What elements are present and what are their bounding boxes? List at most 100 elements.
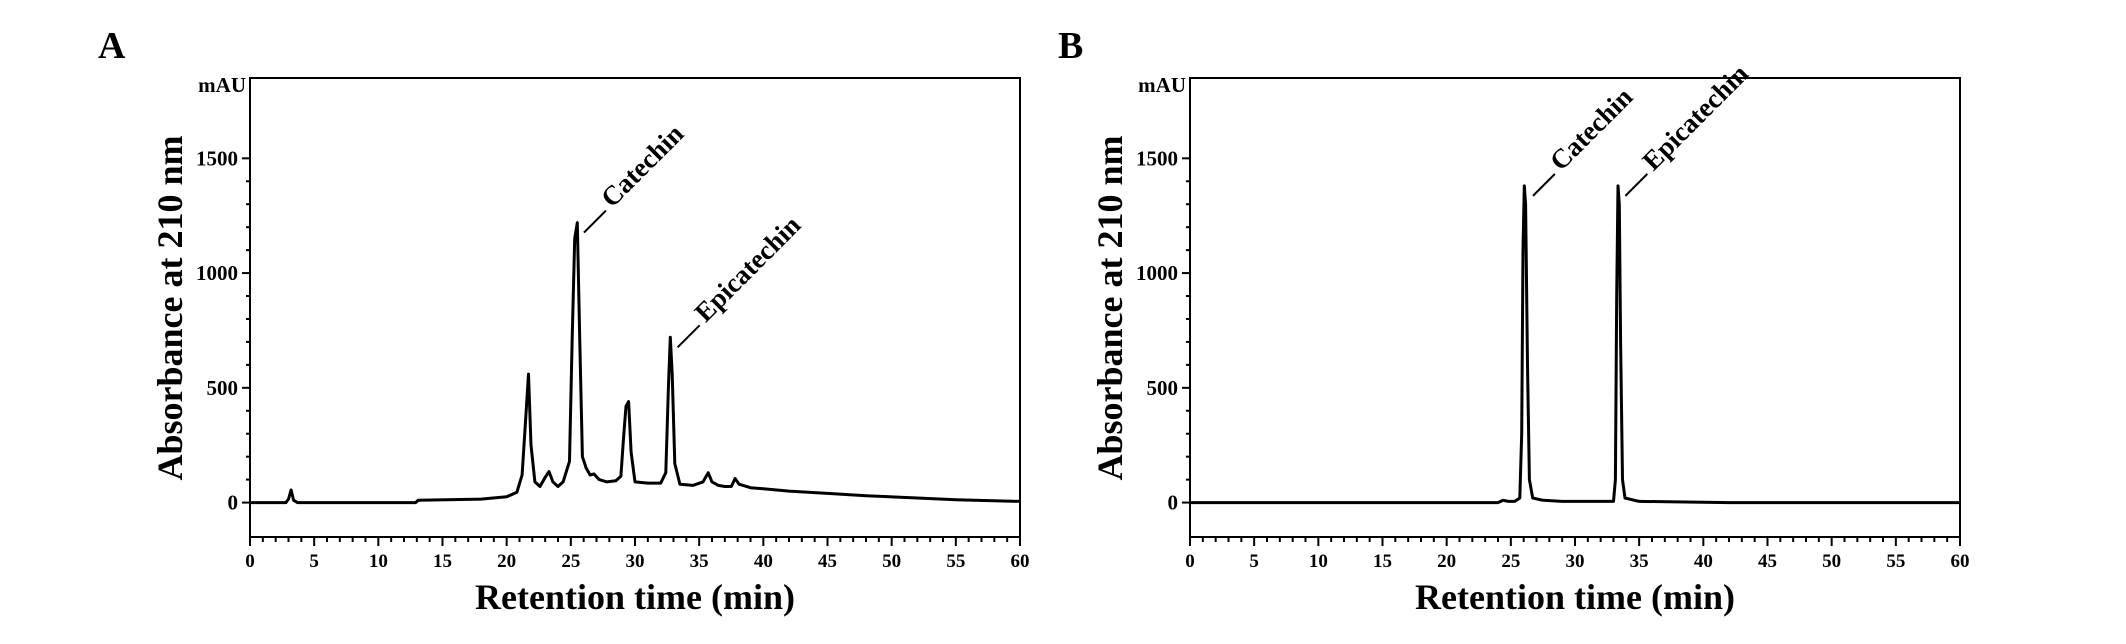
data-point — [620, 475, 622, 477]
data-point — [647, 482, 649, 484]
y-unit-label: mAU — [1138, 73, 1186, 97]
data-point — [667, 387, 670, 389]
data-point — [1612, 500, 1615, 502]
data-point — [516, 491, 518, 493]
data-point — [576, 222, 578, 224]
x-tick-label: 35 — [690, 551, 709, 572]
y-tick-label: 1500 — [1136, 146, 1178, 170]
panel-letter: A — [98, 25, 126, 67]
data-point — [1521, 433, 1523, 435]
data-point — [598, 479, 600, 481]
y-axis-title: Absorbance at 210 nm — [1090, 135, 1130, 480]
data-point — [1502, 499, 1504, 501]
data-point — [562, 481, 564, 483]
data-point — [669, 336, 671, 338]
peak-label: Catechin — [1544, 82, 1638, 176]
chromatogram-trace — [1190, 184, 1960, 505]
data-point — [530, 444, 532, 446]
data-point — [571, 341, 573, 343]
data-point — [579, 341, 581, 343]
data-point — [1620, 341, 1622, 343]
data-point — [1519, 497, 1521, 499]
x-tick-label: 55 — [946, 551, 965, 572]
data-point — [1624, 497, 1626, 499]
data-point — [548, 471, 550, 473]
data-point — [738, 483, 740, 485]
data-point — [539, 485, 541, 488]
data-point — [674, 463, 676, 465]
y-tick-label: 1500 — [196, 146, 238, 170]
peak-label: Epicatechin — [1636, 58, 1754, 176]
data-point — [1514, 500, 1516, 502]
data-point — [1616, 295, 1618, 297]
data-point — [702, 481, 704, 483]
data-point — [660, 482, 662, 484]
panel-letter: B — [1058, 25, 1083, 67]
data-point — [788, 490, 790, 492]
x-tick-label: 25 — [1501, 551, 1520, 572]
x-tick-label: 40 — [1694, 551, 1713, 572]
data-point — [717, 484, 720, 486]
data-point — [724, 485, 726, 488]
chromatogram-trace — [250, 221, 1021, 505]
data-point — [521, 474, 523, 476]
data-point — [285, 502, 287, 504]
x-tick-label: 0 — [1185, 551, 1195, 572]
data-point — [692, 484, 694, 486]
data-point — [730, 485, 732, 488]
data-point — [615, 480, 617, 482]
data-point — [415, 502, 417, 504]
data-point — [665, 472, 667, 474]
x-tick-label: 50 — [882, 551, 901, 572]
x-tick-label: 30 — [1566, 551, 1585, 572]
data-point — [593, 473, 595, 475]
data-point — [622, 437, 625, 439]
x-tick-label: 60 — [1951, 551, 1970, 572]
x-axis-title: Retention time (min) — [475, 577, 795, 617]
data-point — [581, 456, 584, 458]
x-tick-label: 0 — [245, 551, 255, 572]
data-point — [1728, 502, 1730, 504]
data-point — [544, 476, 546, 478]
x-tick-label: 45 — [818, 551, 837, 572]
peak-label: Epicatechin — [689, 210, 807, 328]
data-point — [525, 414, 527, 416]
data-point — [534, 481, 536, 483]
data-point — [585, 467, 587, 469]
data-point — [711, 481, 713, 483]
data-point — [826, 492, 829, 494]
data-point — [634, 481, 636, 483]
peak-leader-line — [1624, 173, 1649, 197]
data-point — [1561, 500, 1563, 502]
x-tick-label: 10 — [1309, 551, 1328, 572]
data-point — [762, 488, 764, 490]
data-point — [527, 373, 530, 375]
x-tick-label: 20 — [1437, 551, 1456, 572]
data-point — [1638, 500, 1640, 502]
x-tick-label: 25 — [561, 551, 580, 572]
x-tick-label: 15 — [1373, 551, 1392, 572]
data-point — [1528, 479, 1530, 481]
y-axis-title: Absorbance at 210 nm — [150, 135, 190, 480]
data-point — [679, 483, 681, 485]
data-point — [1621, 479, 1624, 481]
y-tick-label: 0 — [228, 491, 239, 515]
data-point — [249, 502, 251, 504]
data-point — [865, 495, 867, 497]
y-tick-label: 0 — [1168, 491, 1179, 515]
x-tick-label: 5 — [309, 551, 319, 572]
data-point — [606, 481, 608, 483]
x-tick-label: 10 — [369, 551, 388, 572]
data-point — [628, 401, 630, 403]
y-tick-label: 500 — [207, 376, 239, 400]
data-point — [625, 405, 627, 407]
plot-frame — [249, 77, 1021, 538]
x-tick-label: 20 — [497, 551, 516, 572]
data-point — [749, 487, 752, 489]
peak-leader-line — [676, 324, 701, 349]
x-tick-label: 15 — [433, 551, 452, 572]
